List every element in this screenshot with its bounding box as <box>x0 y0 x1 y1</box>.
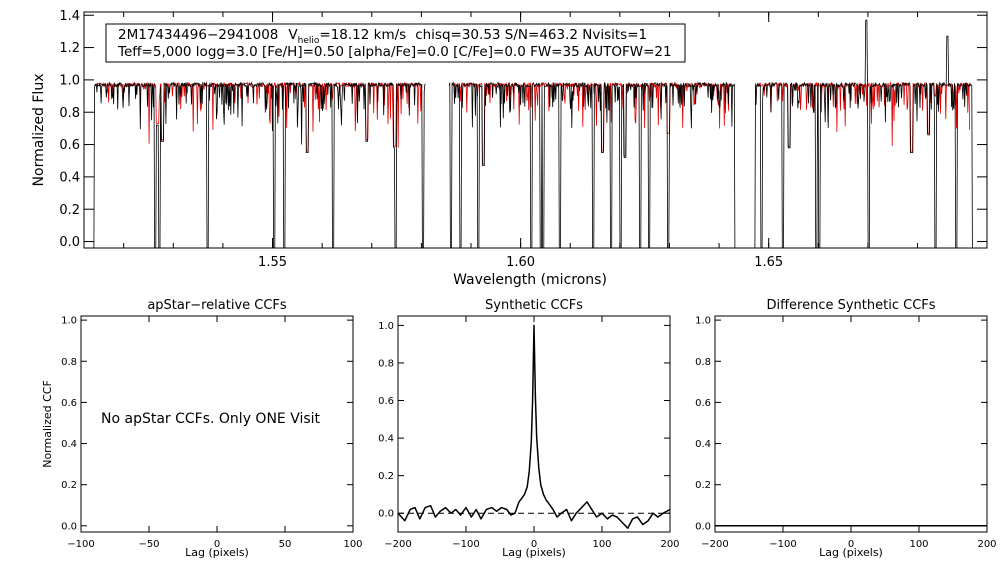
y-tick-label: 0.6 <box>695 398 711 409</box>
y-tick-label: 0.2 <box>378 471 394 482</box>
y-tick-label: 1.4 <box>59 9 80 24</box>
y-tick-label: 0.8 <box>59 106 80 121</box>
y-tick-label: 0.8 <box>695 357 711 368</box>
apstar-ccf-y-axis-title: Normalized CCF <box>41 380 54 468</box>
x-tick-label: 0 <box>531 539 537 550</box>
y-tick-label: 0.6 <box>378 396 394 407</box>
x-tick-label: 50 <box>279 539 292 550</box>
observed-spectrum-series <box>93 19 974 249</box>
x-tick-label: −100 <box>67 539 94 550</box>
x-tick-label: 1.60 <box>506 255 535 270</box>
x-tick-label: −200 <box>384 539 411 550</box>
y-tick-label: 0.6 <box>61 398 77 409</box>
x-tick-label: 100 <box>909 539 928 550</box>
info-line-1: 2M17434496−2941008 Vhelio=18.12 km/s chisq… <box>118 27 647 46</box>
y-tick-label: 0.0 <box>61 521 77 532</box>
spectrum-info-box <box>105 23 686 63</box>
spectrum-plot-frame <box>83 11 988 249</box>
x-tick-label: 0 <box>848 539 854 550</box>
difference-ccf-plot-frame <box>714 315 988 533</box>
info-v-symbol: V <box>288 27 298 43</box>
x-tick-label: 200 <box>977 539 996 550</box>
synthetic-ccf-line <box>397 324 671 529</box>
observed-chip-3 <box>754 19 974 249</box>
y-tick-label: 1.0 <box>378 321 394 332</box>
y-tick-label: 1.0 <box>59 73 80 88</box>
info-v-subscript: helio <box>298 36 320 46</box>
apstar-ccf-x-axis-title: Lag (pixels) <box>185 546 249 559</box>
x-tick-label: 0 <box>214 539 220 550</box>
y-tick-label: 0.2 <box>695 480 711 491</box>
x-tick-label: 200 <box>660 539 679 550</box>
y-tick-label: 0.8 <box>61 357 77 368</box>
apstar-ccf-title: apStar−relative CCFs <box>147 298 287 313</box>
difference-ccf-title: Difference Synthetic CCFs <box>766 298 935 313</box>
apstar-ccf-x-ticks: −100 −50 0 50 100 <box>67 316 363 550</box>
y-tick-label: 0.4 <box>378 434 394 445</box>
info-line-1-rest: chisq=30.53 S/N=463.2 Nvisits=1 <box>415 27 647 43</box>
synthetic-ccf-x-axis-title: Lag (pixels) <box>502 546 566 559</box>
spectrum-y-axis-title: Normalized Flux <box>31 74 47 187</box>
spectrum-x-ticks: 1.55 1.60 1.65 <box>123 12 919 270</box>
synthetic-ccf-panel: Synthetic CCFs 0.0 0.2 0.4 0.6 0.8 1.0 −200 −1… <box>378 298 679 559</box>
y-tick-label: 1.0 <box>695 316 711 327</box>
y-tick-label: 0.8 <box>378 358 394 369</box>
apstar-ccf-panel: apStar−relative CCFs 0.00.20.40.60.81.0 … <box>41 298 363 559</box>
y-tick-label: 0.2 <box>59 203 80 218</box>
apstar-ccf-y-ticks: 0.0 0.2 0.4 0.6 0.8 1.0 <box>61 316 353 532</box>
difference-ccf-x-axis-title: Lag (pixels) <box>819 546 883 559</box>
x-tick-label: −200 <box>701 539 728 550</box>
synthetic-ccf-title: Synthetic CCFs <box>485 298 583 313</box>
model-chip-1 <box>97 81 422 152</box>
x-tick-label: 1.55 <box>258 255 287 270</box>
observed-chip-2 <box>448 81 736 249</box>
x-tick-label: 100 <box>343 539 362 550</box>
y-tick-label: 0.0 <box>378 509 394 520</box>
synthetic-ccf-x-ticks: −200 −100 0 100 200 <box>384 316 680 550</box>
y-tick-label: 0.4 <box>695 439 711 450</box>
spectrum-panel: 0.0 0.2 0.4 0.6 0.8 1.0 1.2 1.4 1.55 1.60 1.65 Wa… <box>31 9 988 288</box>
difference-ccf-y-ticks: 0.0 0.2 0.4 0.6 0.8 1.0 <box>695 316 987 532</box>
synthetic-ccf-series <box>397 324 671 529</box>
no-apstar-ccfs-note: No apStar CCFs. Only ONE Visit <box>101 411 321 427</box>
x-tick-label: −100 <box>452 539 479 550</box>
difference-ccf-x-ticks: −200 −100 0 100 200 <box>701 316 997 550</box>
difference-ccf-panel: Difference Synthetic CCFs 0.00.20.40.60.… <box>695 298 996 559</box>
info-v-value: =18.12 km/s <box>319 27 406 43</box>
y-tick-label: 0.0 <box>59 235 80 250</box>
y-tick-label: 0.6 <box>59 138 80 153</box>
synthetic-ccf-y-ticks: 0.0 0.2 0.4 0.6 0.8 1.0 <box>378 321 670 520</box>
y-tick-label: 0.0 <box>695 521 711 532</box>
x-tick-label: −100 <box>769 539 796 550</box>
x-tick-label: 100 <box>592 539 611 550</box>
y-tick-label: 0.4 <box>61 439 77 450</box>
y-tick-label: 1.2 <box>59 41 80 56</box>
y-tick-label: 0.4 <box>59 170 80 185</box>
info-line-2: Teff=5,000 logg=3.0 [Fe/H]=0.50 [alpha/F… <box>117 44 672 60</box>
y-tick-label: 1.0 <box>61 316 77 327</box>
x-tick-label: 1.65 <box>754 255 783 270</box>
spectrum-y-ticks: 0.0 0.2 0.4 0.6 0.8 1.0 1.2 1.4 <box>59 9 987 250</box>
info-star-id: 2M17434496−2941008 <box>118 27 278 43</box>
observed-chip-1 <box>93 81 426 249</box>
x-tick-label: −50 <box>138 539 159 550</box>
spectrum-x-axis-title: Wavelength (microns) <box>453 272 607 288</box>
y-tick-label: 0.2 <box>61 480 77 491</box>
